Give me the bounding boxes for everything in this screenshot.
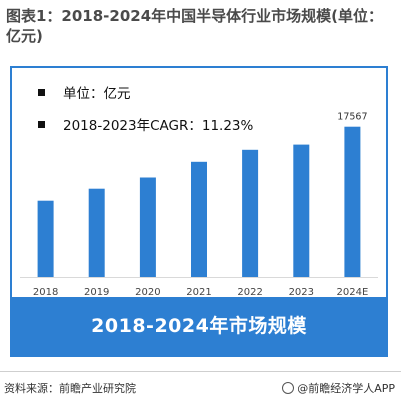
brand-credit-label: @前瞻经济学人APP xyxy=(297,382,395,395)
legend-cagr-row: 2018-2023年CAGR：11.23% xyxy=(38,114,253,134)
data-label-2024E: 17567 xyxy=(337,112,367,123)
x-tick-label-2022: 2022 xyxy=(237,287,262,298)
x-tick-label-2023: 2023 xyxy=(289,287,314,298)
chart-frame: 2018 2019 2020 2021 2022 2023 2024E 17567 单位：亿元… xyxy=(10,66,388,357)
bar-2021 xyxy=(191,161,207,277)
footer: 资料来源：前瞻产业研究院 @前瞻经济学人APP xyxy=(0,371,401,401)
bar-2022 xyxy=(242,149,259,277)
bar-2020 xyxy=(139,177,156,277)
x-tick-label-2020: 2020 xyxy=(135,287,160,298)
x-tick-label-2019: 2019 xyxy=(84,287,109,298)
x-tick-label-2024E: 2024E xyxy=(337,287,369,298)
legend-unit-row: 单位：亿元 xyxy=(38,82,131,102)
legend-bullet-icon xyxy=(38,120,45,128)
bar-2024E xyxy=(344,126,361,277)
source-note: 资料来源：前瞻产业研究院 xyxy=(4,382,136,395)
x-tick-label-2021: 2021 xyxy=(186,287,211,298)
chart-banner: 2018-2024年市场规模 xyxy=(12,297,386,355)
legend-cagr: 2018-2023年CAGR：11.23% xyxy=(63,118,254,134)
bar-chart: 2018 2019 2020 2021 2022 2023 2024E 17567 xyxy=(20,112,378,298)
figure-title: 图表1：2018-2024年中国半导体行业市场规模(单位：亿元) xyxy=(6,7,384,45)
bar-2019 xyxy=(88,188,105,277)
legend-bullet-icon xyxy=(38,88,45,96)
brand-credit: @前瞻经济学人APP xyxy=(282,380,395,396)
brand-logo-icon xyxy=(282,382,295,394)
x-tick-label-2018: 2018 xyxy=(33,287,58,298)
legend-unit: 单位：亿元 xyxy=(63,86,131,102)
bar-2023 xyxy=(293,144,310,277)
bar-2018 xyxy=(37,200,54,277)
